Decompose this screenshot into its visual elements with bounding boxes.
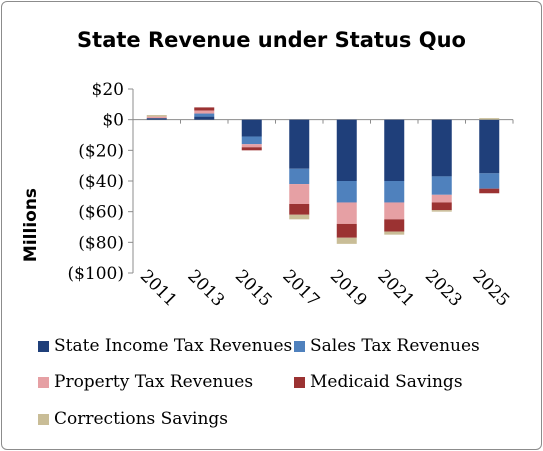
bar-segment <box>431 119 452 177</box>
bar-segment <box>241 144 262 148</box>
bar-segment <box>431 176 452 195</box>
bar-segment <box>336 181 357 203</box>
bar-segment <box>194 116 215 120</box>
bar-segment <box>384 231 405 235</box>
x-tick-label: 2013 <box>183 266 228 311</box>
bar-segment <box>146 115 167 117</box>
y-tick-label: ($80) <box>78 233 124 253</box>
bar-segment <box>479 173 500 189</box>
axes <box>128 88 514 274</box>
bar-segment <box>146 118 167 120</box>
bar-segment <box>289 184 310 204</box>
x-tick-label: 2015 <box>231 266 276 311</box>
x-tick-label: 2023 <box>421 266 466 311</box>
bar-segment <box>431 210 452 212</box>
bar-segment <box>431 202 452 211</box>
bar-segment <box>384 181 405 203</box>
bar-segment <box>194 110 215 114</box>
bar-segment <box>336 223 357 238</box>
y-tick-label: ($60) <box>78 203 124 223</box>
bar-segment <box>384 119 405 181</box>
bar-segment <box>431 194 452 203</box>
x-tick-label: 2011 <box>136 266 181 311</box>
bar-segment <box>289 168 310 185</box>
y-tick-label: ($20) <box>78 141 124 161</box>
bar-segment <box>146 116 167 119</box>
y-tick-label: $0 <box>102 111 124 131</box>
bar-segment <box>336 237 357 244</box>
bar-segment <box>384 219 405 232</box>
bar-segment <box>384 202 405 220</box>
bar-segment <box>479 188 500 194</box>
bar-segment <box>289 204 310 215</box>
bar-segment <box>289 214 310 220</box>
bar-segment <box>336 119 357 181</box>
chart-title: State Revenue under Status Quo <box>77 28 466 52</box>
x-tick-label: 2017 <box>278 266 323 311</box>
bar-segment <box>479 118 500 120</box>
bar-segment <box>194 107 215 111</box>
x-tick-label: 2019 <box>326 266 371 311</box>
bar-segment <box>289 119 310 169</box>
bar-segment <box>241 119 262 137</box>
bar-segment <box>241 147 262 151</box>
bar-segment <box>479 119 500 174</box>
bars <box>146 107 500 244</box>
x-tick-label: 2021 <box>373 266 418 311</box>
bar-segment <box>194 113 215 117</box>
y-tick-label: ($40) <box>78 172 124 192</box>
y-tick-label: ($100) <box>67 264 124 284</box>
bar-segment <box>336 202 357 224</box>
bar-segment <box>241 136 262 145</box>
x-tick-label: 2025 <box>468 266 513 311</box>
y-tick-label: $20 <box>92 80 124 100</box>
